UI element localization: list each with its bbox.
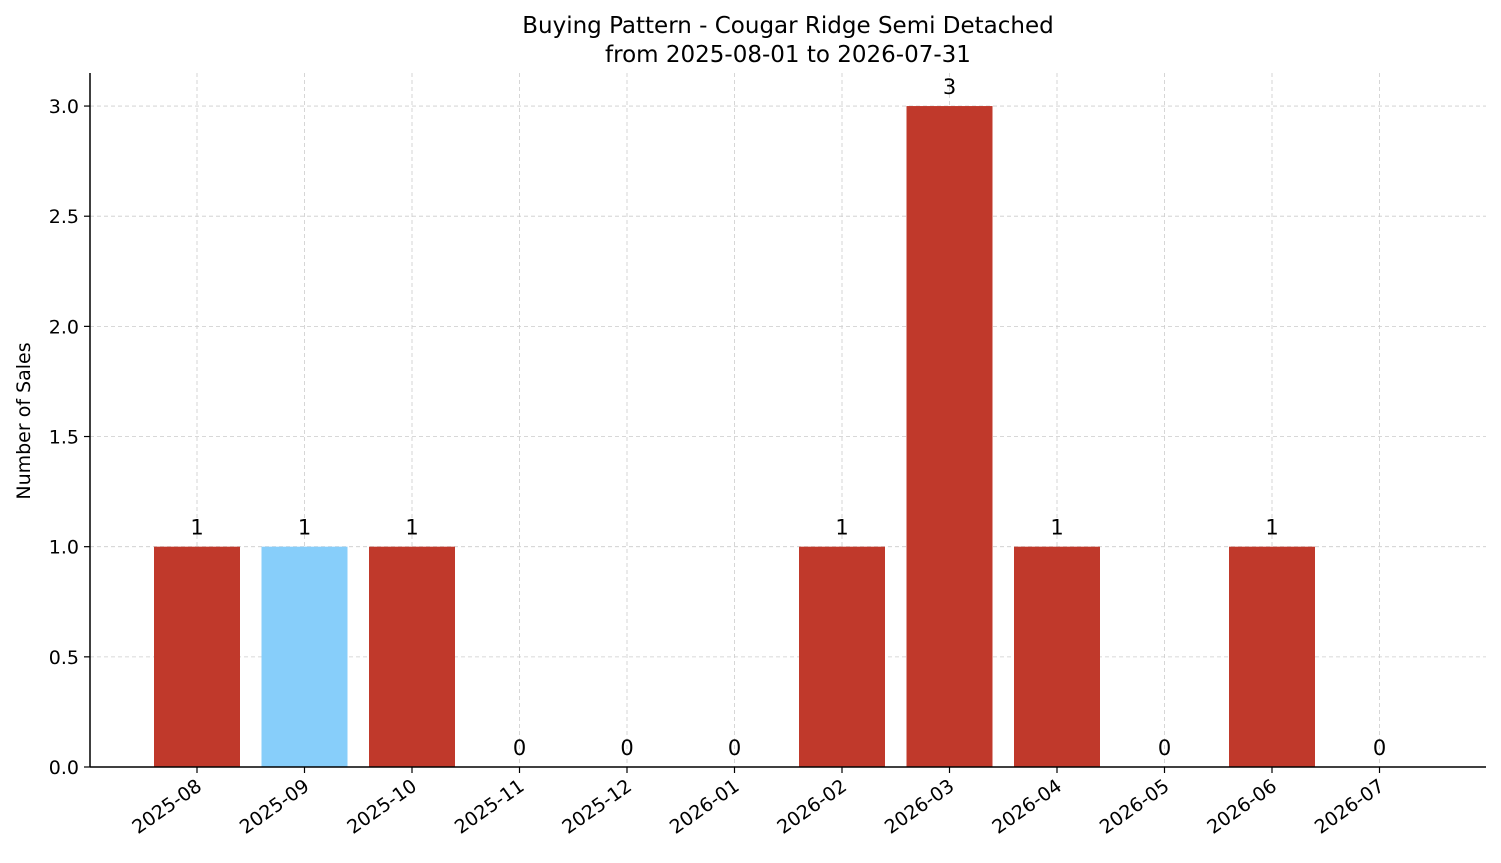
data-label-2026-04: 1: [1050, 516, 1063, 540]
y-tick-label: 1.5: [49, 427, 79, 449]
x-tick-label-2026-01: 2026-01: [666, 775, 744, 839]
bar-2025-08: [154, 546, 240, 767]
y-tick-label: 2.5: [49, 206, 79, 228]
x-tick-label-2026-07: 2026-07: [1311, 775, 1389, 839]
data-label-2026-06: 1: [1265, 516, 1278, 540]
data-label-2026-02: 1: [835, 516, 848, 540]
data-label-2026-03: 3: [943, 75, 956, 99]
x-tick-label-2026-05: 2026-05: [1096, 775, 1174, 839]
data-label-2025-10: 1: [405, 516, 418, 540]
x-tick-label-2025-08: 2025-08: [128, 775, 206, 839]
x-tick-label-2026-04: 2026-04: [988, 775, 1066, 839]
x-tick-label-2025-12: 2025-12: [558, 775, 636, 839]
y-tick-label: 0.5: [49, 647, 79, 669]
bar-2026-02: [799, 546, 885, 767]
data-label-2026-05: 0: [1158, 736, 1171, 760]
chart-title: Buying Pattern - Cougar Ridge Semi Detac…: [522, 13, 1054, 39]
x-tick-label-2026-02: 2026-02: [773, 775, 851, 839]
data-label-2025-11: 0: [513, 736, 526, 760]
x-tick-label-2026-06: 2026-06: [1203, 775, 1281, 839]
bars: [154, 106, 1315, 768]
data-label-2025-08: 1: [190, 516, 203, 540]
x-tick-label-2025-09: 2025-09: [236, 775, 314, 839]
data-label-2026-07: 0: [1373, 736, 1386, 760]
chart-subtitle: from 2025-08-01 to 2026-07-31: [605, 42, 971, 68]
data-label-2026-01: 0: [728, 736, 741, 760]
bar-2025-10: [369, 546, 455, 767]
bar-2026-06: [1229, 546, 1315, 767]
bar-2026-04: [1014, 546, 1100, 767]
bar-2025-09: [261, 546, 348, 767]
x-tick-label-2025-10: 2025-10: [343, 775, 421, 839]
y-tick-label: 3.0: [49, 96, 79, 118]
data-label-2025-09: 1: [298, 516, 311, 540]
data-label-2025-12: 0: [620, 736, 633, 760]
y-tick-label: 0.0: [49, 757, 79, 779]
y-tick-label: 1.0: [49, 537, 79, 559]
bar-2026-03: [906, 106, 993, 768]
x-tick-label-2026-03: 2026-03: [881, 775, 959, 839]
data-labels: 1 1 1 0 0 0 1 3 1 0 1 0: [190, 75, 1386, 760]
y-axis-label: Number of Sales: [13, 342, 35, 499]
y-tick-label: 2.0: [49, 316, 79, 338]
x-tick-label-2025-11: 2025-11: [451, 775, 529, 839]
